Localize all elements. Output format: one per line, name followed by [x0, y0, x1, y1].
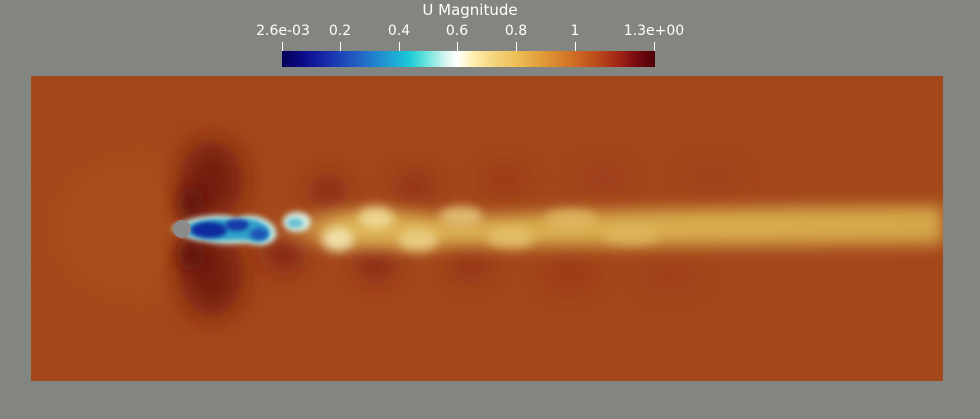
- acceleration-core-top: [177, 186, 205, 222]
- cylinder: [173, 220, 191, 238]
- tick-label-0-2: 0.2: [328, 23, 352, 39]
- tick-mark: [399, 42, 400, 52]
- flow-field[interactable]: [31, 76, 943, 381]
- tick-label-0-4: 0.4: [387, 23, 411, 39]
- near-wake-vortices: [171, 212, 311, 246]
- tick-mark: [516, 42, 517, 52]
- wake-highlights: [322, 206, 659, 251]
- tick-mark: [282, 42, 283, 52]
- tick-label-0-8: 0.8: [504, 23, 528, 39]
- tick-mark: [654, 42, 655, 52]
- tick-label-0-6: 0.6: [445, 23, 469, 39]
- wake-dark-blobs: [264, 166, 739, 289]
- tick-mark: [457, 42, 458, 52]
- tick-label-min: 2.6e-03: [256, 23, 310, 39]
- tick-mark: [575, 42, 576, 52]
- colorbar: [282, 51, 655, 67]
- legend-title: U Magnitude: [422, 1, 518, 19]
- tick-label-max: 1.3e+00: [623, 23, 685, 39]
- acceleration-core-bottom: [177, 236, 205, 272]
- tick-label-1: 1: [570, 23, 580, 39]
- velocity-field-plot: [31, 76, 943, 381]
- tick-mark: [340, 42, 341, 52]
